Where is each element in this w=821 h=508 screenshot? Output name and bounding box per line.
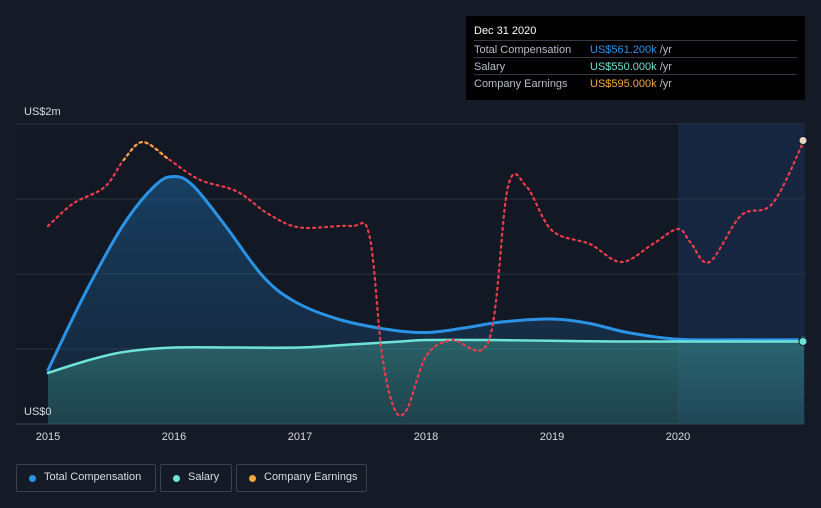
tooltip-value: US$561.200k /yr xyxy=(590,44,672,56)
y-tick-label-bottom: US$0 xyxy=(24,406,52,418)
tooltip-date: Dec 31 2020 xyxy=(474,25,536,37)
legend-total-compensation[interactable]: Total Compensation xyxy=(16,464,156,492)
tooltip-row-company-earnings: Company Earnings US$595.000k /yr xyxy=(474,74,797,92)
tooltip-value: US$595.000k /yr xyxy=(590,78,672,90)
tooltip-value: US$550.000k /yr xyxy=(590,61,672,73)
salary-area xyxy=(48,340,804,424)
x-tick-label: 2019 xyxy=(540,431,564,443)
legend-label: Total Compensation xyxy=(44,471,141,483)
legend-label: Salary xyxy=(188,471,219,483)
x-tick-label: 2016 xyxy=(162,431,186,443)
x-tick-label: 2018 xyxy=(414,431,438,443)
x-tick-label: 2017 xyxy=(288,431,312,443)
legend-label: Company Earnings xyxy=(264,471,358,483)
tooltip: Dec 31 2020 Total Compensation US$561.20… xyxy=(466,16,805,100)
tooltip-label: Company Earnings xyxy=(474,78,568,90)
company-earnings-end-marker xyxy=(799,137,807,145)
tooltip-label: Salary xyxy=(474,61,505,73)
salary-end-marker xyxy=(799,338,807,346)
legend-company-earnings[interactable]: Company Earnings xyxy=(236,464,367,492)
x-tick-label: 2015 xyxy=(36,431,60,443)
y-tick-label-top: US$2m xyxy=(24,106,61,118)
tooltip-label: Total Compensation xyxy=(474,44,571,56)
legend-dot-icon xyxy=(173,475,180,482)
legend-dot-icon xyxy=(29,475,36,482)
x-tick-label: 2020 xyxy=(666,431,690,443)
tooltip-row-total-compensation: Total Compensation US$561.200k /yr xyxy=(474,40,797,58)
legend-dot-icon xyxy=(249,475,256,482)
tooltip-row-salary: Salary US$550.000k /yr xyxy=(474,57,797,75)
legend-salary[interactable]: Salary xyxy=(160,464,232,492)
